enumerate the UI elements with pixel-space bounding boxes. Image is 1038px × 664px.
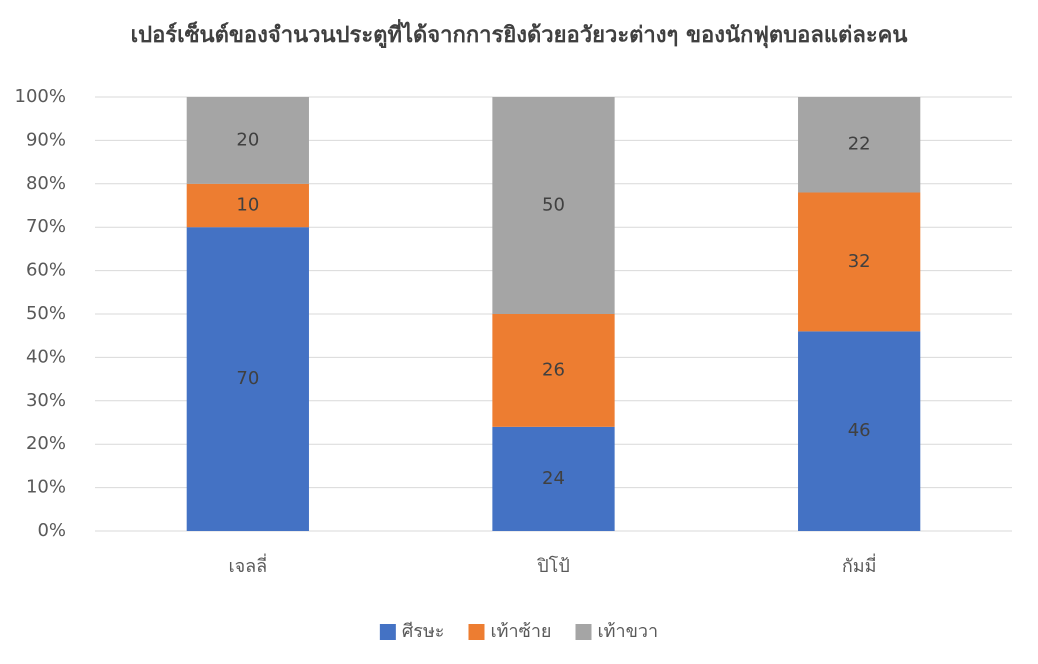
y-tick-label: 40% [26, 346, 66, 367]
legend-label: เท้าซ้าย [490, 621, 551, 642]
value-label: 50 [542, 195, 565, 216]
y-tick-label: 60% [26, 260, 66, 281]
bar-segment [186, 183, 309, 228]
value-label: 32 [848, 251, 871, 272]
bar-segment [798, 192, 921, 332]
legend-label: ศีรษะ [402, 621, 445, 642]
bar-segment [186, 227, 309, 531]
chart-title: เปอร์เซ็นต์ของจำนวนประตูที่ได้จากการยิงด… [131, 18, 908, 49]
legend-swatch [575, 624, 592, 640]
bar-segment [798, 97, 921, 193]
value-label: 22 [848, 134, 871, 155]
value-label: 24 [542, 468, 565, 489]
bar-segment [798, 331, 921, 531]
bar-segment [492, 97, 615, 314]
y-tick-label: 100% [15, 86, 66, 107]
y-tick-label: 30% [26, 390, 66, 411]
y-tick-label: 20% [26, 433, 66, 454]
bar-segment [186, 97, 309, 184]
value-label: 46 [848, 420, 871, 441]
value-label: 10 [236, 195, 259, 216]
legend-swatch [379, 624, 396, 640]
y-tick-label: 70% [26, 216, 66, 237]
value-label: 20 [236, 129, 259, 150]
legend-label: เท้าขวา [597, 621, 658, 642]
y-tick-label: 50% [26, 303, 66, 324]
legend-swatch [468, 624, 485, 640]
y-tick-label: 90% [26, 129, 66, 150]
value-label: 70 [236, 368, 259, 389]
bar-segment [492, 314, 615, 427]
y-tick-label: 10% [26, 477, 66, 498]
x-tick-label: เจลลี่ [228, 553, 267, 577]
value-label: 26 [542, 359, 565, 380]
x-tick-label: ปิโป้ [537, 555, 570, 577]
y-tick-label: 0% [37, 520, 66, 541]
bar-segment [492, 426, 615, 531]
x-tick-label: กัมมี่ [842, 553, 877, 577]
y-tick-label: 80% [26, 173, 66, 194]
